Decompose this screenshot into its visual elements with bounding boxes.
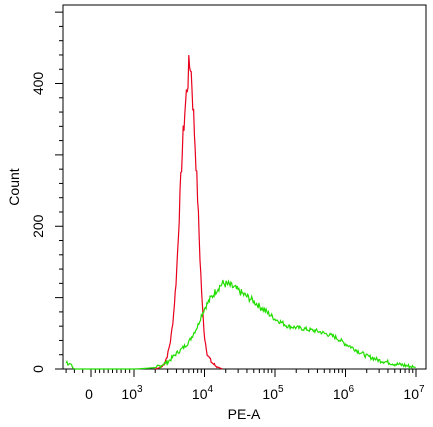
plot-frame bbox=[62, 4, 427, 370]
x-tick-label: 103 bbox=[121, 384, 143, 402]
y-tick-label: 0 bbox=[30, 365, 46, 373]
x-tick-label: 104 bbox=[192, 384, 214, 402]
y-axis-ticks: 0 200 400 bbox=[30, 11, 63, 373]
x-tick-label: 0 bbox=[85, 386, 93, 402]
x-tick-label: 106 bbox=[333, 384, 355, 402]
series-1-line bbox=[155, 55, 223, 370]
x-axis-ticks: 0 103 104 105 106 107 bbox=[65, 369, 425, 402]
y-tick-label: 400 bbox=[30, 72, 46, 96]
x-tick-label: 105 bbox=[262, 384, 284, 402]
x-axis-title: PE-A bbox=[228, 406, 261, 422]
x-tick-label: 107 bbox=[403, 384, 425, 402]
series-group bbox=[65, 55, 416, 370]
series-2-line bbox=[65, 279, 416, 370]
y-tick-label: 200 bbox=[30, 214, 46, 238]
y-axis-title: Count bbox=[6, 168, 22, 205]
